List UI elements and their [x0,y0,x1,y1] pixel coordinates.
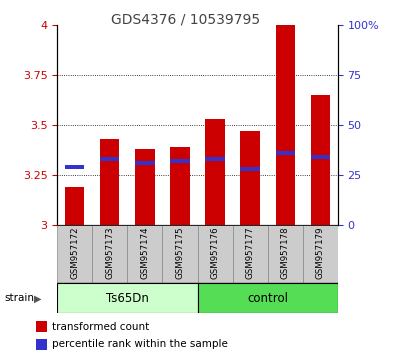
Bar [57,225,92,283]
Bar [267,225,303,283]
Bar [100,157,120,161]
Bar [162,225,198,283]
Text: GSM957175: GSM957175 [175,227,184,279]
Bar [170,147,190,225]
Bar [275,151,295,155]
Text: GSM957172: GSM957172 [70,227,79,279]
Bar [303,225,338,283]
Bar [135,149,154,225]
Bar [310,95,330,225]
Bar [57,283,198,313]
Text: GSM957178: GSM957178 [280,227,290,279]
Bar [241,167,260,171]
Bar [205,119,225,225]
Bar [65,165,85,169]
Bar [310,155,330,159]
Bar [241,131,260,225]
Bar [92,225,127,283]
Bar [275,25,295,225]
Text: strain: strain [4,293,34,303]
Bar [198,283,338,313]
Text: ▶: ▶ [34,293,41,303]
Bar [65,187,85,225]
Text: percentile rank within the sample: percentile rank within the sample [52,339,228,349]
Text: GSM957176: GSM957176 [211,227,220,279]
Bar [135,161,154,165]
Bar [198,225,233,283]
Bar [205,157,225,161]
Text: GSM957173: GSM957173 [105,227,115,279]
Bar [170,159,190,162]
Text: control: control [247,292,288,305]
Bar [36,321,47,332]
Text: GSM957174: GSM957174 [140,227,149,279]
Text: transformed count: transformed count [52,322,149,332]
Text: GDS4376 / 10539795: GDS4376 / 10539795 [111,12,260,27]
Bar [100,139,120,225]
Bar [127,225,162,283]
Text: Ts65Dn: Ts65Dn [106,292,149,305]
Text: GSM957177: GSM957177 [246,227,255,279]
Bar [36,339,47,350]
Text: GSM957179: GSM957179 [316,227,325,279]
Bar [233,225,267,283]
